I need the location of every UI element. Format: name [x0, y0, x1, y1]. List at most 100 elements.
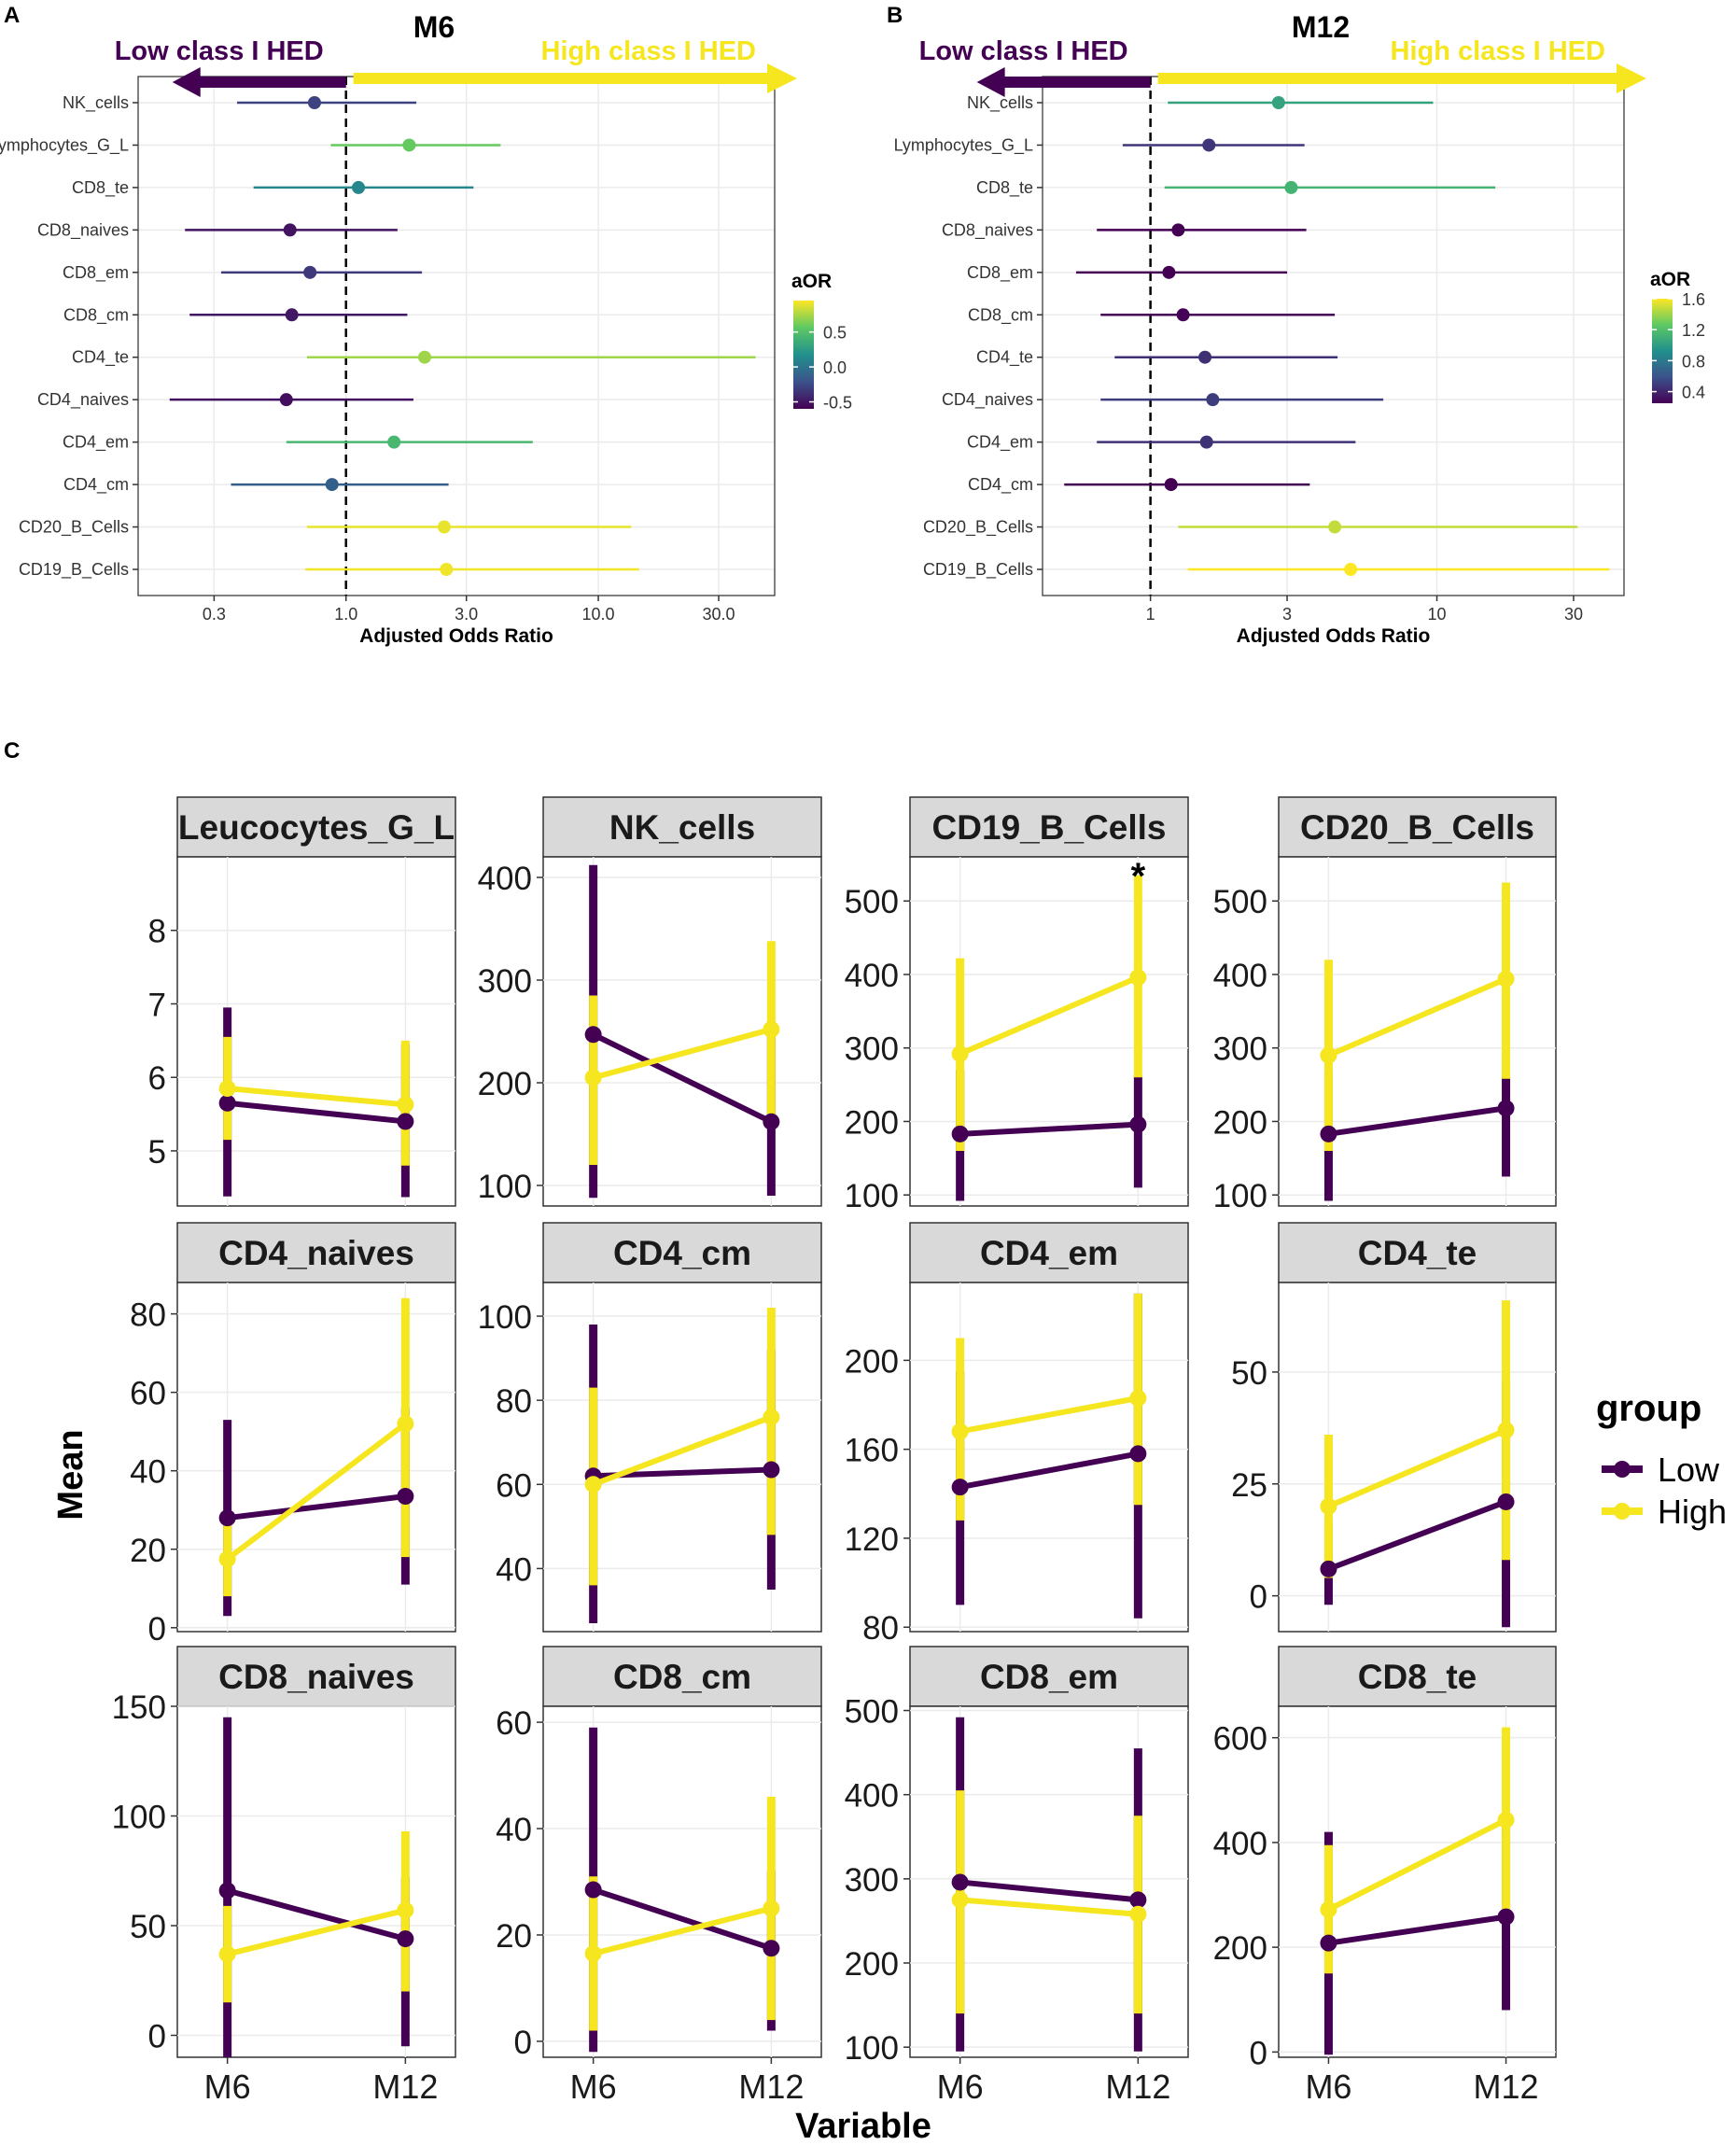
forest-title: M12 [1292, 10, 1350, 44]
aor-point [1328, 520, 1342, 534]
low-arrow-label: Low class I HED [919, 36, 1128, 66]
facet-cd4_te: CD4_te 0 25 50 [1231, 1222, 1557, 1633]
y-tick-label: 25 [1231, 1467, 1267, 1504]
row-label: CD20_B_Cells [923, 518, 1033, 538]
facet-panel [176, 1282, 456, 1633]
y-tick-label: 100 [1213, 1178, 1267, 1214]
row-label: CD8_cm [63, 305, 129, 325]
point-low [763, 1113, 780, 1130]
row-label: CD8_naives [942, 220, 1033, 240]
y-tick-label: 0 [1250, 2035, 1267, 2071]
high-arrow-label: High class I HED [1391, 36, 1605, 66]
series-line-high [226, 1907, 407, 1957]
y-tick-label: 0 [514, 2025, 532, 2061]
group-legend: group Low High [1596, 1388, 1727, 1531]
group-legend-title: group [1596, 1388, 1701, 1429]
series-line-low [1327, 1499, 1507, 1572]
series-line-low [592, 1886, 773, 1952]
y-tick-label: 200 [845, 1104, 899, 1141]
point-low [1497, 1908, 1515, 1926]
facet-line-plots: Leucocytes_G_L5678NK_cells100200300400CD… [112, 796, 1557, 2106]
colorbar-title: aOR [791, 271, 832, 292]
point-high [1320, 1900, 1337, 1918]
facet-panel [1278, 856, 1557, 1207]
facet-cd19_b_cells: CD19_B_Cells * 100 200 300 400 500 [845, 796, 1189, 1214]
y-tick-label: 80 [862, 1610, 899, 1647]
aor-point [1162, 265, 1176, 279]
y-tick-label: 200 [845, 1946, 899, 1983]
facet-title: Leucocytes_G_L [178, 808, 455, 847]
point-low [763, 1940, 780, 1957]
row-label: CD8_cm [968, 305, 1033, 325]
aor-point [1284, 180, 1298, 194]
colorbar-title: aOR [1650, 269, 1690, 290]
aor-point [1344, 563, 1358, 576]
aor-point [1171, 223, 1185, 237]
point-low [763, 1461, 780, 1479]
y-tick-label: 50 [130, 1909, 166, 1945]
point-high [1129, 969, 1147, 987]
facet-title: CD8_naives [218, 1658, 414, 1696]
facet-strip [909, 1222, 1189, 1283]
aor-point [1199, 435, 1213, 449]
x-tick-label: 10 [1428, 605, 1447, 624]
point-high [1320, 1497, 1337, 1515]
low-arrow-head [172, 67, 201, 97]
x-tick-label: 0.3 [203, 605, 226, 624]
row-label: CD19_B_Cells [19, 560, 129, 580]
row-label: CD4_naives [942, 390, 1033, 410]
facet-nk_cells: NK_cells 100 200 300 400 [478, 796, 822, 1207]
point-high [1129, 1905, 1147, 1923]
point-low [1320, 1934, 1337, 1952]
series-line-low [227, 1100, 406, 1125]
facet-strip [542, 1222, 822, 1283]
y-tick-label: 100 [845, 2030, 899, 2067]
aor-point [279, 393, 293, 407]
y-tick-label: 300 [478, 963, 532, 1000]
y-tick-label: 400 [478, 861, 532, 897]
point-low [397, 1113, 414, 1130]
series-line-high [592, 1026, 773, 1081]
y-tick-label: 80 [496, 1383, 532, 1420]
y-tick-label: 6 [148, 1060, 166, 1097]
aor-point [1271, 96, 1285, 109]
high-arrow-shaft [353, 73, 769, 84]
series-line-low [959, 1879, 1139, 1903]
y-tick-label: 0 [1250, 1579, 1267, 1616]
point-low [218, 1882, 236, 1900]
y-tick-label: 100 [478, 1169, 532, 1205]
aor-point [402, 138, 416, 152]
facet-strip [909, 1646, 1189, 1707]
point-high [218, 1550, 236, 1568]
point-low [1129, 1445, 1147, 1463]
y-tick-label: 80 [130, 1297, 166, 1334]
facet-leucocytes_g_l: Leucocytes_G_L 5 6 7 8 [148, 796, 456, 1207]
facet-panel [1278, 1282, 1557, 1633]
point-high [397, 1415, 414, 1433]
facet-cd20_b_cells: CD20_B_Cells 100 200 300 400 500 [1213, 796, 1557, 1214]
point-high [763, 1409, 780, 1426]
y-tick-label: 400 [845, 958, 899, 994]
y-tick-label: 7 [148, 987, 166, 1023]
colorbar [1652, 299, 1673, 403]
facet-title: CD20_B_Cells [1300, 808, 1534, 847]
x-tick-label: M6 [1305, 2068, 1351, 2106]
series-line-low [592, 1031, 773, 1125]
series-line-low [1328, 1914, 1506, 1946]
series-line-high [592, 1905, 773, 1956]
point-high [763, 1020, 780, 1038]
facet-panel [1278, 1705, 1557, 2058]
aor-point [283, 223, 297, 237]
y-tick-label: 300 [1213, 1031, 1267, 1068]
x-tick-label: M6 [570, 2068, 617, 2106]
series-line-high [959, 1897, 1139, 1917]
point-high [1497, 1811, 1515, 1829]
y-tick-label: 500 [845, 884, 899, 920]
forest-plot-m12: Low class I HED High class I HED M12 NK_cel… [894, 10, 1705, 647]
aor-point [1164, 478, 1178, 492]
facet-panel [176, 856, 456, 1207]
facet-title: CD19_B_Cells [932, 808, 1167, 847]
high-arrow-head [1617, 63, 1646, 93]
facet-panel [909, 1282, 1189, 1633]
point-low [1320, 1560, 1337, 1577]
